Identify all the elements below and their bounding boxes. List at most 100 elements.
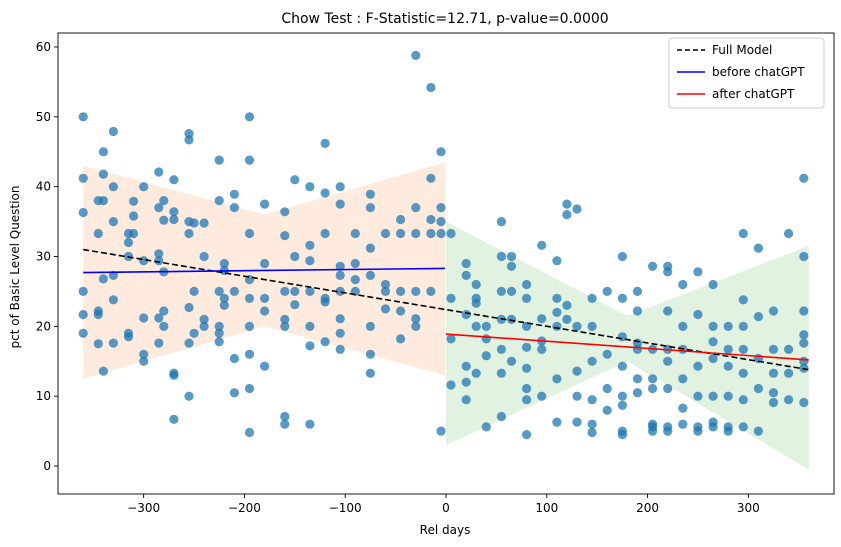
- data-point: [335, 199, 345, 209]
- data-point: [260, 306, 270, 316]
- data-point: [411, 286, 421, 296]
- data-point: [159, 306, 169, 316]
- data-point: [426, 214, 436, 225]
- data-point: [678, 321, 688, 331]
- x-tick-label: −300: [127, 501, 160, 515]
- data-point: [753, 243, 764, 253]
- data-point: [320, 228, 330, 239]
- data-point: [108, 338, 118, 348]
- data-point: [159, 321, 169, 331]
- data-point: [199, 251, 209, 262]
- data-point: [663, 356, 673, 366]
- data-point: [768, 306, 779, 316]
- data-point: [693, 426, 703, 436]
- data-point: [365, 368, 375, 378]
- data-point: [189, 218, 199, 228]
- data-point: [154, 338, 164, 348]
- data-point: [552, 417, 562, 427]
- data-point: [244, 293, 255, 303]
- data-point: [396, 228, 406, 239]
- data-point: [738, 344, 748, 354]
- after-chatgpt-line: [445, 333, 809, 361]
- data-point: [496, 368, 506, 378]
- data-point: [572, 391, 582, 401]
- data-point: [768, 344, 779, 354]
- data-point: [496, 344, 506, 354]
- data-point: [587, 321, 597, 331]
- data-point: [98, 196, 108, 206]
- data-point: [663, 267, 673, 277]
- data-point: [98, 147, 108, 157]
- data-point: [280, 321, 290, 331]
- data-point: [78, 309, 88, 320]
- data-point: [396, 214, 406, 225]
- data-point: [436, 217, 446, 227]
- data-point: [154, 203, 164, 213]
- data-point: [93, 339, 103, 349]
- data-point: [693, 267, 703, 277]
- data-point: [78, 173, 88, 183]
- data-point: [602, 349, 612, 359]
- data-point: [280, 231, 290, 241]
- data-point: [189, 286, 199, 296]
- data-point: [108, 182, 118, 192]
- data-point: [380, 228, 391, 239]
- data-point: [139, 313, 149, 323]
- data-point: [461, 395, 471, 405]
- data-point: [365, 349, 375, 359]
- data-point: [602, 405, 612, 415]
- data-point: [229, 286, 239, 296]
- data-point: [260, 199, 270, 209]
- data-point: [799, 173, 809, 183]
- data-point: [481, 321, 491, 331]
- data-point: [411, 321, 421, 331]
- data-point: [768, 368, 779, 378]
- data-point: [290, 251, 300, 262]
- data-point: [108, 217, 118, 227]
- data-point: [648, 383, 658, 394]
- data-point: [587, 395, 597, 405]
- data-point: [632, 286, 643, 296]
- data-point: [108, 126, 118, 137]
- data-point: [461, 270, 471, 280]
- data-point: [108, 270, 118, 280]
- data-point: [552, 321, 562, 331]
- data-point: [648, 426, 658, 436]
- data-point: [708, 391, 718, 401]
- data-point: [693, 391, 703, 401]
- data-point: [108, 295, 118, 305]
- data-point: [426, 173, 436, 183]
- confidence-band-after: [446, 221, 809, 470]
- y-tick-label: 30: [36, 250, 51, 264]
- data-point: [481, 422, 491, 432]
- data-point: [632, 344, 643, 354]
- data-point: [290, 175, 300, 185]
- data-point: [380, 304, 391, 314]
- y-tick-label: 10: [36, 389, 51, 403]
- data-point: [738, 368, 748, 378]
- data-point: [78, 207, 88, 218]
- data-point: [214, 286, 224, 296]
- chart-title: Chow Test : F-Statistic=12.71, p-value=0…: [281, 11, 608, 27]
- data-point: [708, 422, 718, 432]
- data-point: [335, 261, 345, 271]
- data-point: [335, 328, 345, 338]
- x-tick-label: 100: [535, 501, 558, 515]
- data-point: [738, 395, 748, 405]
- legend: Full Model before chatGPT after chatGPT: [668, 37, 825, 109]
- data-point: [214, 321, 224, 331]
- data-point: [708, 279, 718, 290]
- data-point: [169, 207, 179, 217]
- data-point: [799, 251, 809, 262]
- data-point: [305, 321, 315, 331]
- data-point: [139, 356, 149, 366]
- data-point: [184, 228, 194, 239]
- data-point: [461, 309, 471, 320]
- data-point: [229, 353, 239, 364]
- data-point: [552, 307, 562, 317]
- data-point: [784, 228, 794, 239]
- data-point: [753, 383, 764, 394]
- data-point: [260, 258, 270, 269]
- x-tick-label: 300: [737, 501, 760, 515]
